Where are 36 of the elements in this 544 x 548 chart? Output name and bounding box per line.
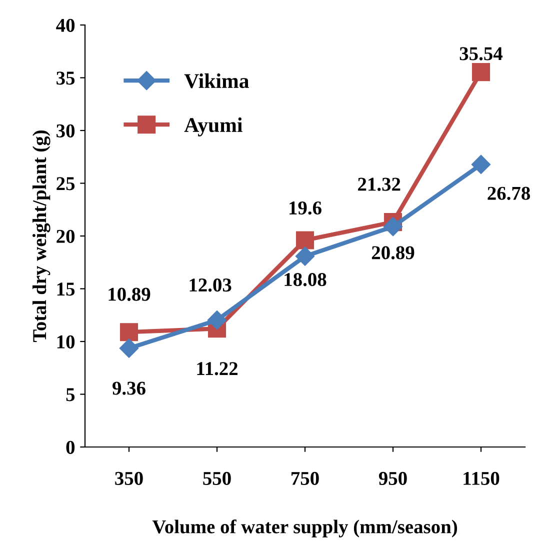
point [120,323,138,342]
y-tick-label: 5 [66,388,75,402]
point [296,231,314,250]
y-tick-label: 30 [56,124,75,138]
legend-label: Ayumi [184,117,242,136]
x-tick-label: 950 [378,472,407,485]
data-label: 20.89 [372,246,414,260]
y-tick-label: 35 [56,72,75,85]
point [119,338,139,358]
x-tick-label: 750 [292,472,319,485]
point [383,217,403,236]
y-tick-label: 10 [57,335,75,348]
y-axis-title: Total dry weight/plant (g) [32,130,50,342]
point [295,246,315,266]
y-tick-label: 20 [56,230,75,243]
y-tick-label: 15 [57,282,75,296]
data-label: 26.78 [488,186,530,200]
data-label: 21.32 [358,178,400,191]
data-label: 9.36 [112,382,146,395]
x-tick-label: 350 [115,472,143,485]
y-tick-label: 40 [56,18,75,32]
point [472,63,490,82]
data-label: 10.89 [108,288,150,301]
data-label: 18.08 [284,273,326,286]
y-tick-label: 25 [56,177,75,190]
legend-label: Vikima [184,73,249,88]
point [207,310,227,330]
point [471,154,491,174]
data-label: 12.03 [190,278,232,292]
y-tick-label: 0 [66,440,75,454]
x-axis-title: Volume of water supply (mm/season) [152,519,458,538]
data-label: 11.22 [197,362,238,376]
x-tick-label: 550 [203,472,231,485]
data-label: 35.54 [460,47,503,60]
data-label: 19.6 [290,201,322,215]
x-tick-label: 1150 [464,472,500,485]
